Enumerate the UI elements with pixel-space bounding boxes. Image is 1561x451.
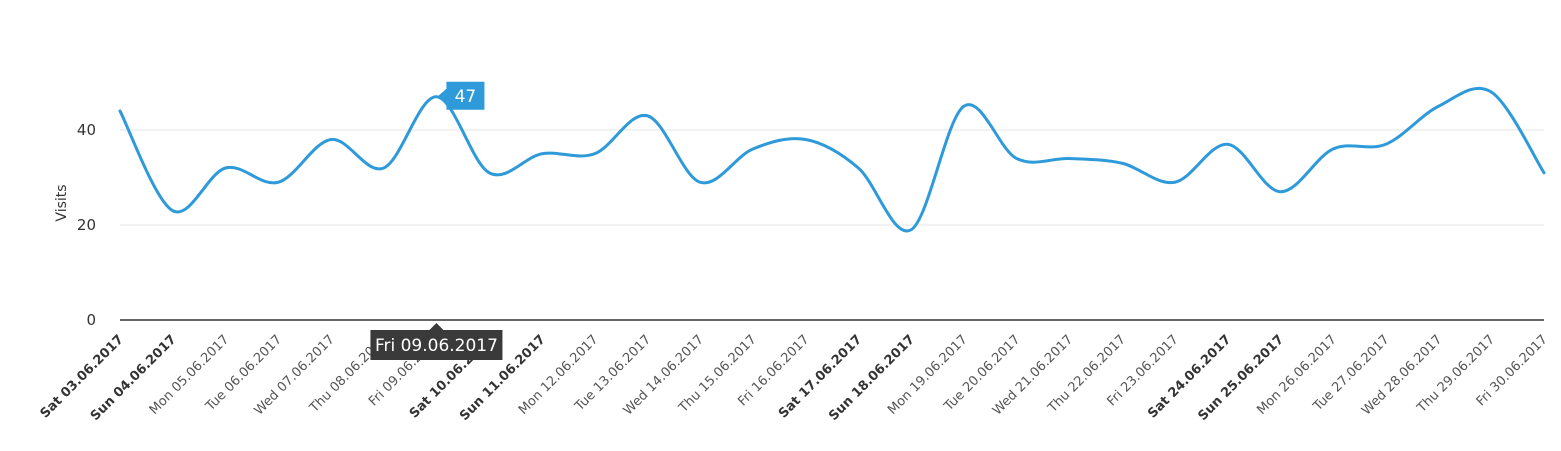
tooltip-value-text: 47 xyxy=(455,87,477,107)
tooltip-date-badge: Fri 09.06.2017 xyxy=(370,323,503,360)
y-axis-label: Visits xyxy=(54,184,70,221)
y-tick-label: 20 xyxy=(77,216,96,234)
tooltip-date-text: Fri 09.06.2017 xyxy=(375,336,498,356)
y-tick-label: 0 xyxy=(86,311,96,329)
visits-series-line[interactable] xyxy=(118,86,1546,233)
tooltip-value-badge: 47 xyxy=(438,81,485,110)
y-tick-label: 40 xyxy=(77,121,96,139)
